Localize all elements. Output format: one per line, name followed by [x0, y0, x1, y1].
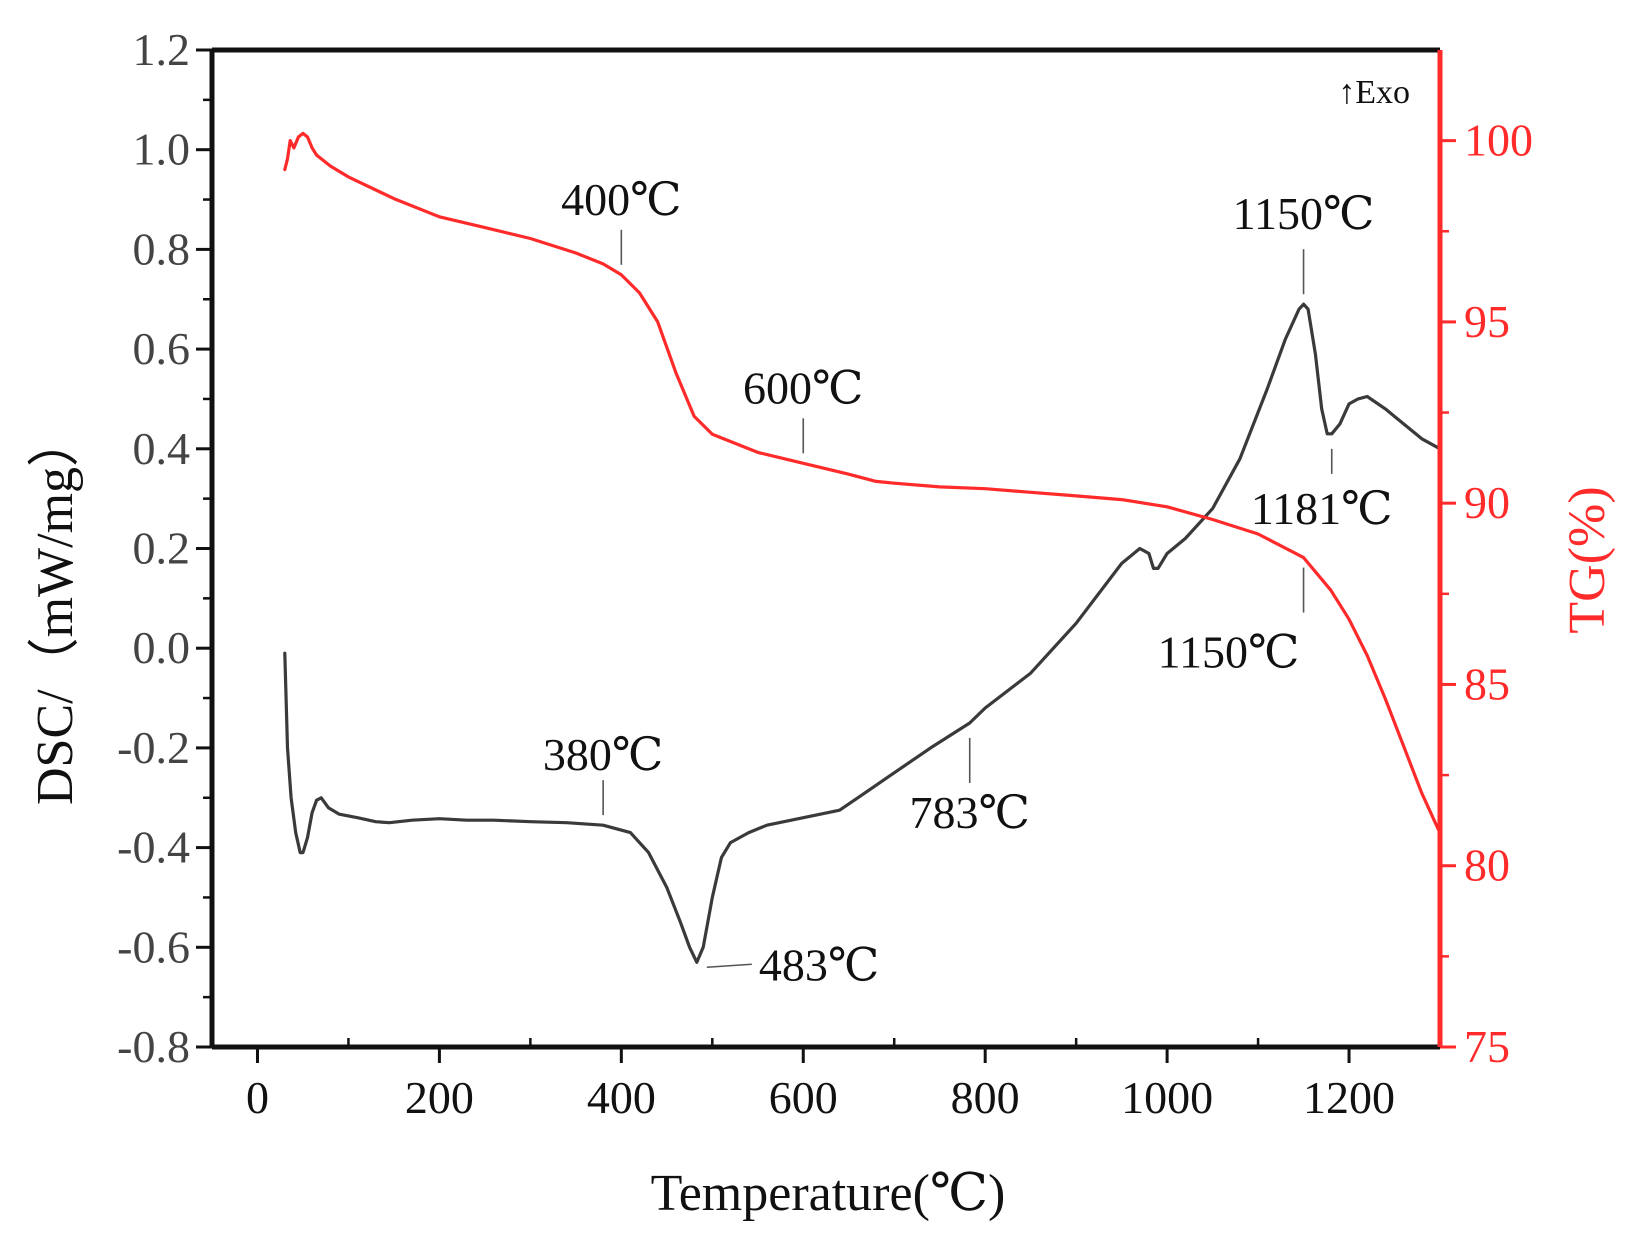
y-left-tick-label: 1.2: [133, 24, 191, 75]
annotation-label: 400℃: [561, 174, 681, 225]
x-tick-label: 1000: [1121, 1072, 1213, 1123]
annotation-label: 1150℃: [1233, 188, 1375, 239]
series-dsc-line: [283, 302, 1442, 964]
y-left-tick-label: 0.0: [133, 622, 191, 673]
y-left-tick-label: -0.6: [117, 921, 190, 972]
x-axis-title: Temperature(℃): [651, 1165, 1006, 1222]
x-tick-label: 200: [405, 1072, 474, 1123]
y-left-tick-label: 1.0: [133, 124, 191, 175]
y-left-tick-label: 0.6: [133, 323, 191, 374]
x-tick-label: 800: [951, 1072, 1020, 1123]
x-tick-label: 400: [587, 1072, 656, 1123]
x-tick-label: 0: [246, 1072, 269, 1123]
exo-direction-label: ↑Exo: [1338, 74, 1410, 111]
y-left-tick-label: -0.4: [117, 822, 190, 873]
y-right-tick-label: 95: [1464, 296, 1510, 347]
y-right-tick-label: 100: [1464, 115, 1533, 166]
y-left-tick-label: -0.2: [117, 722, 190, 773]
y-right-tick-label: 85: [1464, 658, 1510, 709]
y-right-axis-title: TG(%): [1559, 486, 1616, 633]
annotation-leader: [706, 963, 752, 969]
y-right-tick-label: 80: [1464, 840, 1510, 891]
y-left-tick-label: 0.4: [133, 423, 191, 474]
x-tick-label: 1200: [1303, 1072, 1395, 1123]
y-left-tick-label: -0.8: [117, 1021, 190, 1072]
annotation-label: 600℃: [743, 362, 863, 413]
y-left-tick-label: 0.2: [133, 523, 191, 574]
annotation-label: 380℃: [543, 729, 663, 780]
y-left-axis-title: DSC/（mW/mg）: [27, 415, 84, 805]
annotation-label: 783℃: [909, 787, 1029, 838]
annotation-label: 483℃: [759, 939, 879, 990]
y-right-tick-label: 75: [1464, 1021, 1510, 1072]
y-left-tick-label: 0.8: [133, 223, 191, 274]
series-tg-line: [283, 131, 1442, 835]
annotation-label: 1150℃: [1158, 627, 1300, 678]
annotation-label: 1181℃: [1251, 483, 1393, 534]
y-right-tick-label: 90: [1464, 477, 1510, 528]
x-tick-label: 600: [769, 1072, 838, 1123]
